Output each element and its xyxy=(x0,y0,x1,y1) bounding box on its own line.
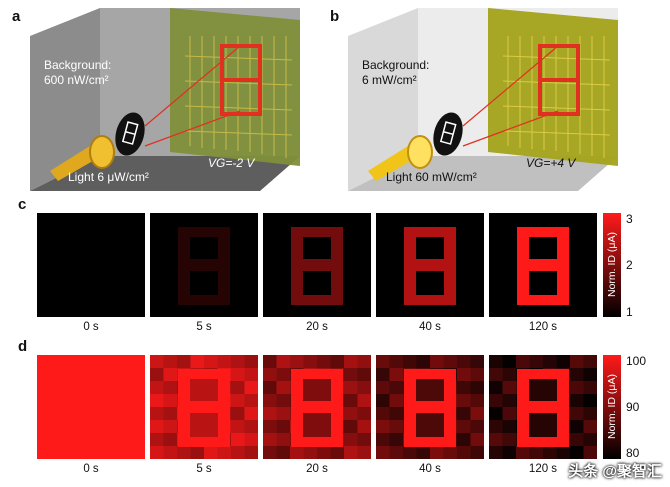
panel-b-gate-voltage: VG=+4 V xyxy=(526,156,576,170)
panel-c-colorbar: Norm. ID (μA) xyxy=(603,213,621,317)
panel-d-tick-top: 100 xyxy=(626,354,647,368)
panel-d-image-3 xyxy=(376,355,484,459)
panel-b-scene: Background: 6 mW/cm² Light 60 mW/cm² VG=… xyxy=(348,6,638,196)
panel-b-label: b xyxy=(330,8,340,25)
panel-d-time-label: 20 s xyxy=(306,463,328,475)
panel-c-image-2 xyxy=(263,213,371,317)
panel-a-background-value: 600 nW/cm² xyxy=(44,73,109,87)
panel-b-background-value: 6 mW/cm² xyxy=(362,73,417,87)
panel-a-light-label: Light 6 μW/cm² xyxy=(68,170,149,184)
panel-d-image-0 xyxy=(37,355,145,459)
panel-b-background-label: Background: xyxy=(362,58,430,72)
panel-a-gate-voltage: VG=-2 V xyxy=(208,156,255,170)
panel-d-label: d xyxy=(18,338,28,355)
panel-a-background-label: Background: xyxy=(44,58,112,72)
panel-b-illustration xyxy=(348,8,618,191)
panel-d-colorbar: Norm. ID (μA) xyxy=(603,355,621,459)
panel-c-image-4 xyxy=(489,213,597,317)
panel-d-image-2 xyxy=(263,355,371,459)
panel-d-image-4 xyxy=(489,355,597,459)
panel-c-image-0 xyxy=(37,213,145,317)
panel-c-row: 0 s 5 s 20 s 40 s 120 s xyxy=(37,213,597,337)
panel-d-time-label: 120 s xyxy=(528,463,558,475)
panel-c-time-label: 40 s xyxy=(419,321,441,333)
panel-d-image-1 xyxy=(150,355,258,459)
watermark: 头条 @聚智汇 xyxy=(568,463,662,480)
panel-a-illustration xyxy=(30,8,300,191)
panel-d-row: 0 s 5 s 20 s 40 s 120 s xyxy=(37,355,597,479)
panel-c-time-label: 120 s xyxy=(528,321,558,333)
panel-d-tick-bottom: 80 xyxy=(626,446,640,460)
panel-d-colorbar-title: Norm. ID (μA) xyxy=(606,374,618,439)
panel-c-tick-top: 3 xyxy=(626,212,633,226)
panel-c-image-1 xyxy=(150,213,258,317)
panel-d-time-label: 5 s xyxy=(196,463,212,475)
panel-c-colorbar-title: Norm. ID (μA) xyxy=(606,232,618,297)
panel-a-scene: Background: 600 nW/cm² Light 6 μW/cm² VG… xyxy=(30,6,320,196)
panel-c-image-3 xyxy=(376,213,484,317)
panel-d-time-label: 0 s xyxy=(83,463,99,475)
panel-c-time-label: 20 s xyxy=(306,321,328,333)
panel-d-tick-mid: 90 xyxy=(626,400,640,414)
panel-b-light-label: Light 60 mW/cm² xyxy=(386,170,477,184)
panel-d-time-label: 40 s xyxy=(419,463,441,475)
panel-c-label: c xyxy=(18,196,27,213)
panel-c-tick-mid: 2 xyxy=(626,258,633,272)
panel-c-time-label: 0 s xyxy=(83,321,99,333)
panel-c-time-label: 5 s xyxy=(196,321,212,333)
panel-c-tick-bottom: 1 xyxy=(626,305,633,319)
panel-a-label: a xyxy=(12,8,21,25)
